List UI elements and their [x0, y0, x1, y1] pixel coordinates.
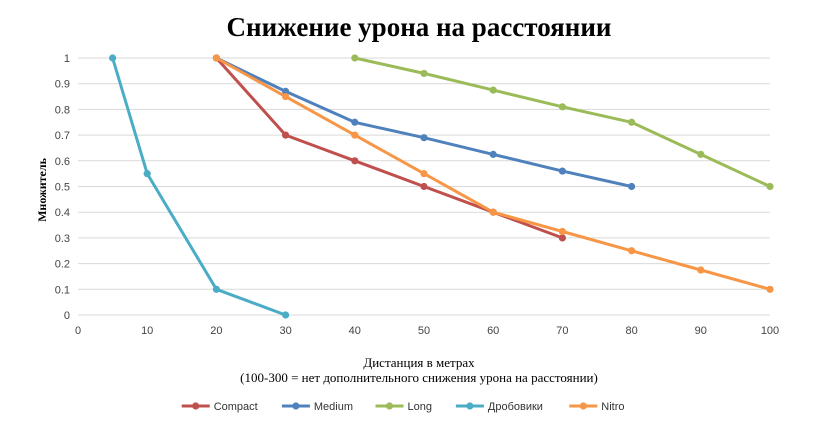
data-point	[282, 92, 290, 101]
legend-item: Long	[375, 401, 432, 413]
data-point	[766, 285, 774, 293]
data-point	[558, 103, 567, 111]
data-point	[489, 208, 497, 216]
data-point	[628, 118, 636, 126]
legend-label: Long	[408, 401, 432, 413]
data-point	[628, 247, 636, 255]
data-point	[351, 54, 359, 62]
data-point	[420, 134, 428, 142]
y-tick-label: 0.5	[55, 182, 70, 194]
legend-label: Medium	[314, 401, 353, 413]
data-point	[212, 54, 220, 62]
legend-item: Compact	[181, 401, 258, 413]
y-tick-label: 0.2	[55, 259, 70, 271]
y-tick-labels: 0 0.1 0.2 0.3 0.4 0.5 0.6 0.7 0.8 0.9 1	[55, 53, 70, 322]
data-point	[766, 182, 774, 191]
x-tick-label: 80	[625, 325, 637, 337]
data-point	[558, 234, 567, 242]
data-point	[420, 69, 428, 78]
x-axis-label: Дистанция в метрах	[363, 355, 475, 370]
series-Long	[351, 54, 774, 191]
x-tick-labels: 0 10 20 30 40 50 60 70 80 90 100	[75, 325, 779, 337]
data-point	[558, 167, 567, 175]
data-point	[420, 182, 428, 191]
data-point	[282, 131, 290, 139]
x-tick-label: 60	[487, 325, 499, 337]
x-axis-note: (100-300 = нет дополнительного снижения …	[240, 370, 598, 385]
series-line	[353, 56, 772, 188]
x-tick-label: 90	[695, 325, 707, 337]
data-point	[697, 150, 705, 158]
series-Nitro	[212, 54, 774, 293]
series-line	[214, 56, 634, 188]
series-line	[214, 56, 564, 240]
x-tick-label: 100	[761, 325, 779, 337]
data-point	[489, 150, 497, 158]
data-point	[420, 170, 428, 178]
data-point	[351, 157, 359, 165]
data-point	[351, 118, 359, 126]
series-line	[111, 56, 288, 317]
legend-swatch-marker	[466, 402, 474, 410]
legend-label: Compact	[214, 401, 258, 413]
chart-title: Снижение урона на расстоянии	[227, 12, 612, 42]
y-tick-label: 0.1	[55, 284, 70, 296]
data-point	[143, 170, 151, 178]
x-tick-label: 20	[210, 325, 222, 337]
legend: Compact Medium Long Дробовики Nitro	[181, 401, 625, 413]
x-tick-label: 30	[279, 325, 291, 337]
data-point	[351, 131, 359, 139]
legend-item: Дробовики	[455, 401, 543, 413]
legend-label: Дробовики	[488, 401, 543, 413]
data-point	[282, 311, 290, 319]
y-tick-label: 1	[64, 53, 70, 65]
y-tick-label: 0.4	[55, 207, 70, 219]
data-point	[282, 87, 290, 96]
data-point	[628, 182, 636, 191]
legend-swatch-marker	[385, 402, 394, 410]
y-tick-label: 0.3	[55, 233, 70, 245]
data-point	[212, 285, 220, 293]
y-tick-label: 0.6	[55, 156, 70, 168]
x-tick-label: 0	[75, 325, 81, 337]
legend-label: Nitro	[601, 401, 624, 413]
legend-swatch-marker	[192, 402, 200, 410]
y-tick-label: 0	[64, 310, 70, 322]
series-lines	[109, 54, 774, 319]
y-tick-label: 0.8	[55, 104, 70, 116]
y-tick-label: 0.7	[55, 130, 70, 142]
x-tick-label: 40	[349, 325, 361, 337]
data-point	[558, 227, 567, 236]
legend-item: Nitro	[569, 401, 625, 413]
data-point	[697, 266, 705, 274]
legend-item: Medium	[281, 401, 353, 413]
series-Дробовики	[109, 54, 290, 319]
x-tick-label: 10	[141, 325, 153, 337]
y-axis-label: Множитель	[35, 157, 49, 222]
x-tick-label: 50	[418, 325, 430, 337]
x-tick-label: 70	[556, 325, 568, 337]
legend-swatch-marker	[292, 402, 300, 410]
y-tick-label: 0.9	[55, 79, 70, 91]
legend-swatch-marker	[579, 402, 587, 410]
data-point	[489, 86, 497, 94]
data-point	[109, 54, 117, 62]
